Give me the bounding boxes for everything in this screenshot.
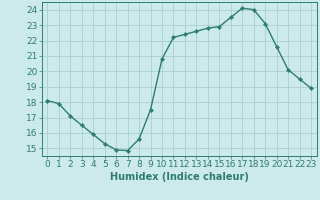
X-axis label: Humidex (Indice chaleur): Humidex (Indice chaleur) — [110, 172, 249, 182]
